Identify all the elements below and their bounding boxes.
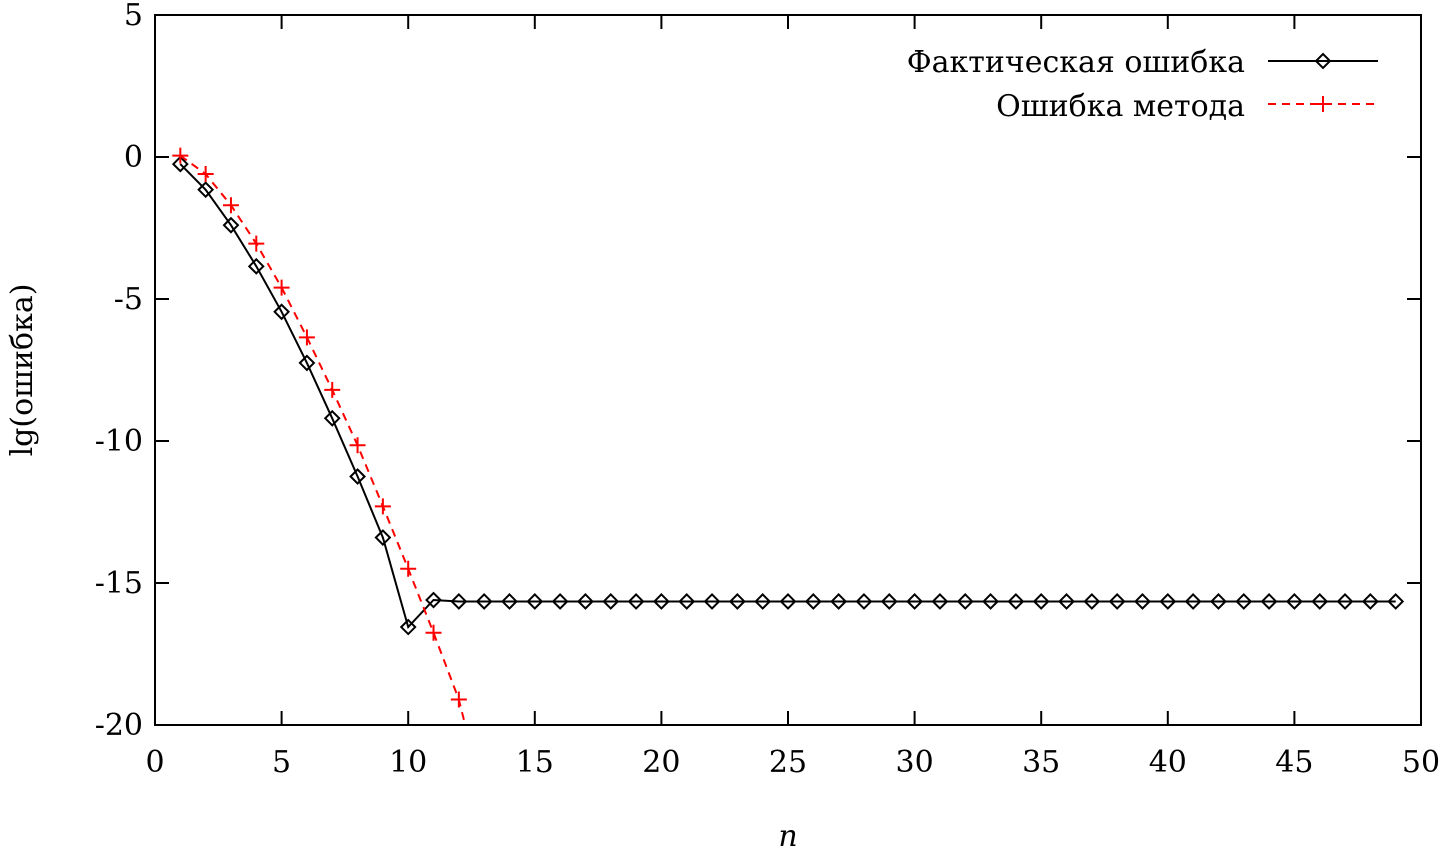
data-point-marker xyxy=(349,437,366,454)
y-axis-title: lg(ошибка) xyxy=(5,284,40,457)
data-point-marker xyxy=(1184,593,1202,610)
data-point-marker xyxy=(602,593,620,610)
legend-label-actual-error: Фактическая ошибка xyxy=(907,45,1245,80)
x-tick-label: 30 xyxy=(896,745,934,780)
x-tick-label: 0 xyxy=(145,745,164,780)
data-point-marker xyxy=(652,593,670,610)
plot-area xyxy=(171,147,1405,725)
data-point-marker xyxy=(298,354,316,372)
data-point-marker xyxy=(1032,593,1050,610)
data-point-marker xyxy=(1007,593,1025,610)
data-point-marker xyxy=(1058,593,1075,610)
data-point-marker xyxy=(1361,593,1379,610)
data-point-marker xyxy=(1311,593,1329,610)
data-point-marker xyxy=(779,593,797,610)
data-point-marker xyxy=(374,529,392,546)
y-tick-label: -20 xyxy=(95,708,143,743)
data-point-marker xyxy=(197,181,215,199)
data-point-marker xyxy=(400,560,417,577)
data-point-marker xyxy=(1235,593,1253,610)
y-tick-label: -5 xyxy=(114,282,143,317)
data-point-marker xyxy=(1108,593,1126,610)
data-point-marker xyxy=(222,216,240,234)
data-point-marker xyxy=(425,591,442,609)
data-point-marker xyxy=(273,303,291,321)
legend-swatches xyxy=(1268,52,1378,112)
y-tick-label: -10 xyxy=(95,424,143,459)
data-point-marker xyxy=(1159,593,1177,610)
data-point-marker xyxy=(880,593,898,610)
data-point-marker xyxy=(1260,593,1278,610)
legend-swatch-marker xyxy=(1315,96,1331,112)
data-point-marker xyxy=(450,593,468,610)
data-point-marker xyxy=(248,235,265,252)
data-point-marker xyxy=(1134,593,1151,610)
x-tick-label: 20 xyxy=(642,745,680,780)
data-point-marker xyxy=(982,593,999,610)
data-point-marker xyxy=(298,329,315,346)
data-point-marker xyxy=(349,468,366,485)
data-point-marker xyxy=(171,155,189,173)
y-tick-label: 0 xyxy=(124,140,143,175)
data-point-marker xyxy=(678,593,696,610)
data-point-marker xyxy=(1083,593,1101,610)
data-point-marker xyxy=(1285,593,1303,610)
data-point-marker xyxy=(551,593,569,610)
data-point-marker xyxy=(222,197,239,214)
x-tick-label: 50 xyxy=(1402,745,1440,780)
data-point-marker xyxy=(172,147,189,164)
legend: Фактическая ошибка Ошибка метода xyxy=(907,45,1378,124)
data-point-marker xyxy=(754,593,772,610)
x-tick-label: 15 xyxy=(516,745,554,780)
series-line-1 xyxy=(179,163,1396,629)
data-point-marker xyxy=(804,593,822,610)
data-point-marker xyxy=(855,593,873,610)
x-tick-label: 5 xyxy=(272,745,291,780)
data-point-marker xyxy=(956,593,974,610)
data-point-marker xyxy=(1336,593,1354,610)
x-tick-label: 25 xyxy=(769,745,807,780)
x-tick-label: 35 xyxy=(1022,745,1060,780)
series-group xyxy=(171,147,1405,725)
data-point-marker xyxy=(728,593,746,610)
data-point-marker xyxy=(399,618,417,636)
data-point-marker xyxy=(374,498,391,515)
data-point-marker xyxy=(526,593,544,610)
data-point-marker xyxy=(501,593,518,610)
y-tick-label: -15 xyxy=(95,566,143,601)
data-point-marker xyxy=(703,593,721,610)
data-point-marker xyxy=(324,381,341,398)
legend-label-method-error: Ошибка метода xyxy=(996,89,1245,124)
series-line-2 xyxy=(179,154,467,725)
data-point-marker xyxy=(197,166,214,183)
legend-swatch-marker xyxy=(1314,52,1332,70)
data-point-marker xyxy=(577,593,594,610)
data-point-marker xyxy=(627,593,645,610)
data-point-marker xyxy=(450,691,467,708)
x-axis-title: n xyxy=(778,819,797,850)
data-point-marker xyxy=(830,593,848,610)
data-point-marker xyxy=(931,593,949,610)
x-tick-label: 40 xyxy=(1149,745,1187,780)
data-point-marker xyxy=(323,409,341,427)
y-tick-label: 5 xyxy=(124,0,143,33)
data-point-marker xyxy=(425,624,442,641)
x-tick-label: 10 xyxy=(389,745,427,780)
data-point-marker xyxy=(247,257,265,275)
data-point-marker xyxy=(273,279,290,296)
data-point-marker xyxy=(1210,593,1227,610)
data-point-marker xyxy=(1387,593,1405,610)
data-point-marker xyxy=(906,593,924,610)
data-point-marker xyxy=(475,593,493,610)
x-tick-label: 45 xyxy=(1275,745,1313,780)
